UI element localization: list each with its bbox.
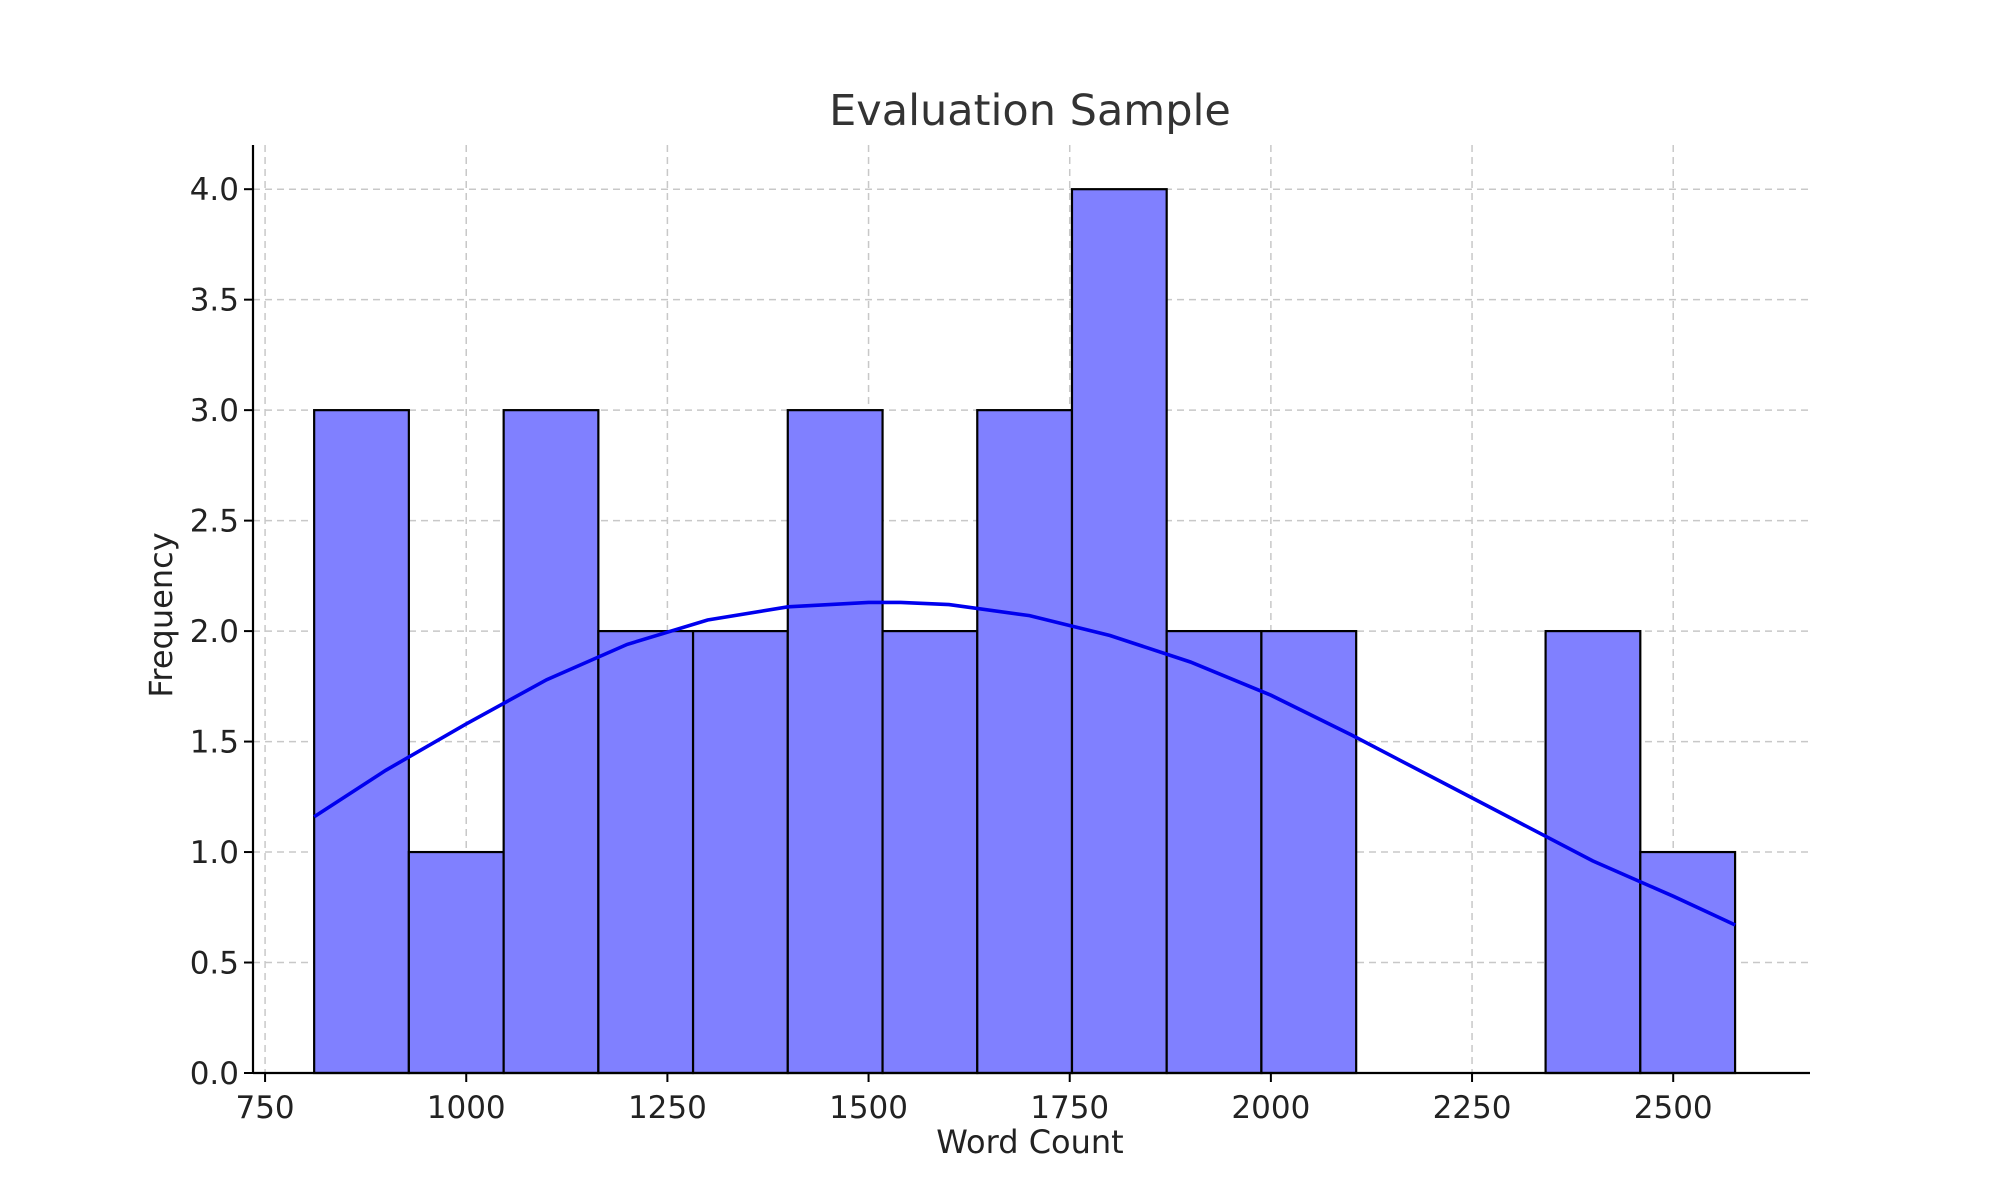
y-tick-label: 3.5 — [190, 283, 239, 319]
x-tick-label: 1250 — [628, 1090, 707, 1126]
y-tick-label: 1.0 — [190, 835, 239, 871]
histogram-bar — [1544, 629, 1642, 1075]
y-tick-label: 0.5 — [190, 946, 239, 982]
y-tick-label: 3.0 — [190, 393, 239, 429]
y-axis-label: Frequency — [142, 532, 180, 697]
y-tick-label: 0.0 — [190, 1056, 239, 1092]
chart-title: Evaluation Sample — [829, 86, 1231, 136]
y-tick-label: 2.5 — [190, 504, 239, 540]
x-tick-label: 2000 — [1231, 1090, 1310, 1126]
x-axis-label: Word Count — [936, 1123, 1123, 1161]
bars-layer — [313, 188, 1737, 1075]
y-tick-label: 1.5 — [190, 725, 239, 761]
histogram-bar — [502, 409, 600, 1075]
histogram-bar — [1260, 629, 1358, 1075]
histogram-bar — [881, 629, 979, 1075]
x-tick-label: 750 — [235, 1090, 294, 1126]
x-tick-label: 2500 — [1634, 1090, 1713, 1126]
histogram-bar — [597, 629, 695, 1075]
histogram-bar — [313, 409, 410, 1075]
x-tick-label: 1750 — [1030, 1090, 1109, 1126]
histogram-bar — [407, 850, 505, 1075]
y-tick-label: 4.0 — [190, 172, 239, 208]
histogram-bar — [1165, 629, 1263, 1075]
x-tick-label: 2250 — [1433, 1090, 1512, 1126]
ticks-layer: 750 1000 1250 1500 1750 2000 2250 2500 0.0 0.5 1.0… — [190, 172, 1713, 1126]
x-tick-label: 1500 — [829, 1090, 908, 1126]
histogram-bar — [976, 409, 1074, 1075]
histogram-bar — [1639, 850, 1737, 1075]
histogram-bar — [691, 629, 789, 1075]
kde-density-line — [313, 600, 1736, 927]
histogram-bar — [786, 409, 884, 1075]
kde-layer — [313, 600, 1736, 927]
y-tick-label: 2.0 — [190, 614, 239, 650]
x-tick-label: 1000 — [427, 1090, 506, 1126]
